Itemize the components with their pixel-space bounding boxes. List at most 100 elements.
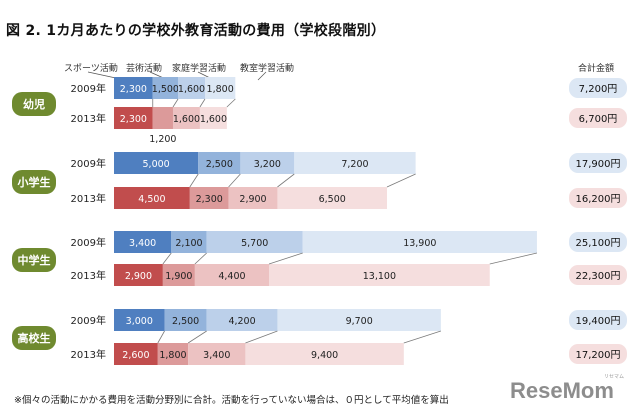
total-pill bbox=[569, 344, 627, 364]
connector-line bbox=[187, 330, 207, 344]
bar-segment bbox=[164, 309, 207, 331]
year-label: 2009年 bbox=[71, 314, 106, 327]
total-pill bbox=[569, 232, 627, 252]
bar-segment bbox=[199, 107, 227, 129]
bar-value-label: 7,200 bbox=[341, 159, 368, 170]
group-label: 幼児 bbox=[23, 97, 45, 111]
year-label: 2009年 bbox=[71, 236, 106, 249]
bar-value-label: 1,200 bbox=[149, 134, 176, 145]
bar-value-label: 2,300 bbox=[120, 114, 147, 125]
bar-value-label: 1,600 bbox=[178, 84, 205, 95]
bar-segment bbox=[162, 264, 195, 286]
connector-line bbox=[189, 173, 199, 188]
connector-line bbox=[268, 252, 303, 265]
bar-segment bbox=[194, 264, 270, 286]
connector-line bbox=[489, 252, 538, 265]
year-label: 2013年 bbox=[71, 192, 106, 205]
bar-segment bbox=[152, 77, 179, 99]
bar-segment bbox=[189, 187, 229, 209]
legend-sports: スポーツ活動 bbox=[64, 64, 118, 74]
bar-segment bbox=[114, 187, 190, 209]
footnote: ※個々の活動にかかる費用を活動分野別に合計。活動を行っていない場合は、０円として… bbox=[14, 395, 449, 406]
bar-segment bbox=[114, 309, 165, 331]
bar-value-label: 2,300 bbox=[196, 194, 223, 205]
total-pill bbox=[569, 265, 627, 285]
connector-line bbox=[226, 98, 236, 108]
bar-segment bbox=[206, 309, 278, 331]
bar-value-label: 4,400 bbox=[218, 271, 245, 282]
bar-value-label: 13,900 bbox=[403, 238, 436, 249]
total-value-label: 7,200円 bbox=[579, 84, 618, 95]
bar-value-label: 4,200 bbox=[228, 316, 255, 327]
bar-value-label: 2,500 bbox=[172, 316, 199, 327]
bar-segment bbox=[188, 343, 246, 365]
total-pill bbox=[569, 78, 627, 98]
connector-line bbox=[157, 330, 165, 344]
bar-value-label: 6,500 bbox=[319, 194, 346, 205]
connector-line bbox=[199, 98, 206, 108]
total-value-label: 19,400円 bbox=[576, 316, 621, 327]
total-pill bbox=[569, 153, 627, 173]
total-pill bbox=[569, 108, 627, 128]
bar-value-label: 3,000 bbox=[126, 316, 153, 327]
year-label: 2013年 bbox=[71, 269, 106, 282]
year-label: 2009年 bbox=[71, 82, 106, 95]
group-label: 高校生 bbox=[18, 331, 51, 345]
bar-value-label: 9,400 bbox=[311, 350, 338, 361]
bar-segment bbox=[114, 264, 163, 286]
bar-value-label: 3,400 bbox=[129, 238, 156, 249]
group-label: 小学生 bbox=[17, 175, 51, 189]
connector-line bbox=[172, 98, 179, 108]
chart-title: 図 2. 1カ月あたりの学校外教育活動の費用（学校段階別） bbox=[6, 23, 386, 39]
bar-segment bbox=[178, 77, 205, 99]
group-label-box bbox=[12, 326, 56, 350]
bar-segment bbox=[240, 152, 295, 174]
bar-segment bbox=[206, 231, 303, 253]
year-label: 2013年 bbox=[71, 348, 106, 361]
legend-leader-line bbox=[257, 71, 267, 81]
total-value-label: 22,300円 bbox=[576, 271, 621, 282]
bar-value-label: 2,500 bbox=[206, 159, 233, 170]
bar-value-label: 9,700 bbox=[346, 316, 373, 327]
bar-segment bbox=[204, 77, 236, 99]
connector-line bbox=[277, 173, 295, 188]
bar-value-label: 2,100 bbox=[175, 238, 202, 249]
bar-value-label: 3,400 bbox=[203, 350, 230, 361]
connector-line bbox=[403, 330, 442, 344]
watermark-sub: リセマム bbox=[604, 374, 625, 380]
legend-arts: 芸術活動 bbox=[126, 64, 163, 74]
bar-segment bbox=[171, 231, 207, 253]
bar-value-label: 1,800 bbox=[207, 84, 234, 95]
bar-value-label: 5,700 bbox=[241, 238, 268, 249]
bar-value-label: 4,500 bbox=[138, 194, 165, 205]
bar-value-label: 2,900 bbox=[239, 194, 266, 205]
bar-segment bbox=[114, 77, 153, 99]
bar-value-label: 2,900 bbox=[125, 271, 152, 282]
bar-value-label: 1,600 bbox=[173, 114, 200, 125]
group-label: 中学生 bbox=[18, 253, 51, 267]
year-label: 2013年 bbox=[71, 112, 106, 125]
bar-value-label: 13,100 bbox=[363, 271, 396, 282]
total-pill bbox=[569, 188, 627, 208]
group-label-box bbox=[12, 170, 56, 194]
total-value-label: 17,200円 bbox=[576, 350, 621, 361]
bar-value-label: 2,600 bbox=[122, 350, 149, 361]
bar-value-label: 5,000 bbox=[143, 159, 170, 170]
total-value-label: 17,900円 bbox=[576, 159, 621, 170]
bar-segment bbox=[114, 152, 199, 174]
bar-value-label: 1,800 bbox=[159, 350, 186, 361]
bar-segment bbox=[277, 187, 387, 209]
connector-line bbox=[386, 173, 416, 188]
bar-segment bbox=[198, 152, 241, 174]
total-header: 合計金額 bbox=[578, 64, 615, 74]
connector-line bbox=[162, 252, 172, 265]
total-value-label: 6,700円 bbox=[579, 114, 618, 125]
total-pill bbox=[569, 310, 627, 330]
bar-segment bbox=[114, 343, 158, 365]
bar-segment bbox=[277, 309, 441, 331]
legend-classroom-study: 教室学習活動 bbox=[240, 64, 295, 74]
connector-line bbox=[194, 252, 207, 265]
bar-segment bbox=[269, 264, 490, 286]
total-value-label: 16,200円 bbox=[576, 194, 621, 205]
bar-segment bbox=[302, 231, 537, 253]
